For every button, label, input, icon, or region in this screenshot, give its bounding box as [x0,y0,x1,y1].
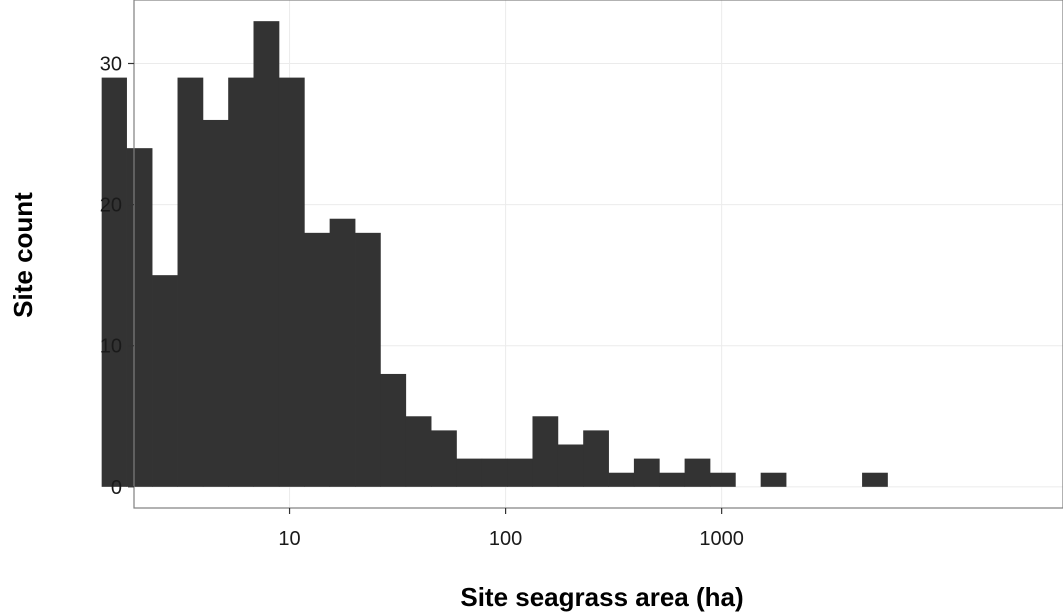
histogram-bar [507,458,533,487]
histogram-bar [101,77,127,487]
histogram-bar [532,416,559,487]
histogram-bar [608,472,635,487]
histogram-bar [633,458,660,487]
y-axis-title: Site count [8,192,38,318]
histogram-bar [557,444,584,487]
histogram-bar [456,458,483,487]
histogram-bar [202,119,229,487]
x-tick-label: 1000 [699,528,744,550]
plot-panel-border [133,0,1063,509]
histogram-bar [862,472,888,487]
histogram-bar [760,472,787,487]
histogram-bar [126,148,153,487]
histogram-bar [177,77,204,487]
histogram-bar [253,21,280,487]
histogram-bar [228,77,254,487]
histogram-bar [278,77,305,487]
histogram-bar [709,472,736,487]
y-tick-label: 10 [100,336,122,358]
y-tick-label: 20 [100,195,122,217]
x-axis-title: Site seagrass area (ha) [460,582,743,612]
x-axis: 10 100 1000 [278,508,744,550]
histogram-bar [355,232,381,487]
histogram-bar [583,430,609,487]
histogram-bar [152,275,178,487]
histogram-bar [329,218,356,487]
x-tick-label: 100 [489,528,522,550]
y-axis: 0 10 20 30 [100,54,134,499]
histogram-bars [101,21,888,487]
histogram-bar [304,232,331,487]
histogram-bar [405,416,432,487]
histogram-bar [431,430,457,487]
histogram-bar [380,373,407,487]
y-tick-label: 30 [100,54,122,76]
histogram-bar [684,458,711,487]
histogram-bar [659,472,686,487]
x-tick-label: 10 [278,528,300,550]
histogram-bar [481,458,508,487]
y-tick-label: 0 [111,477,122,499]
